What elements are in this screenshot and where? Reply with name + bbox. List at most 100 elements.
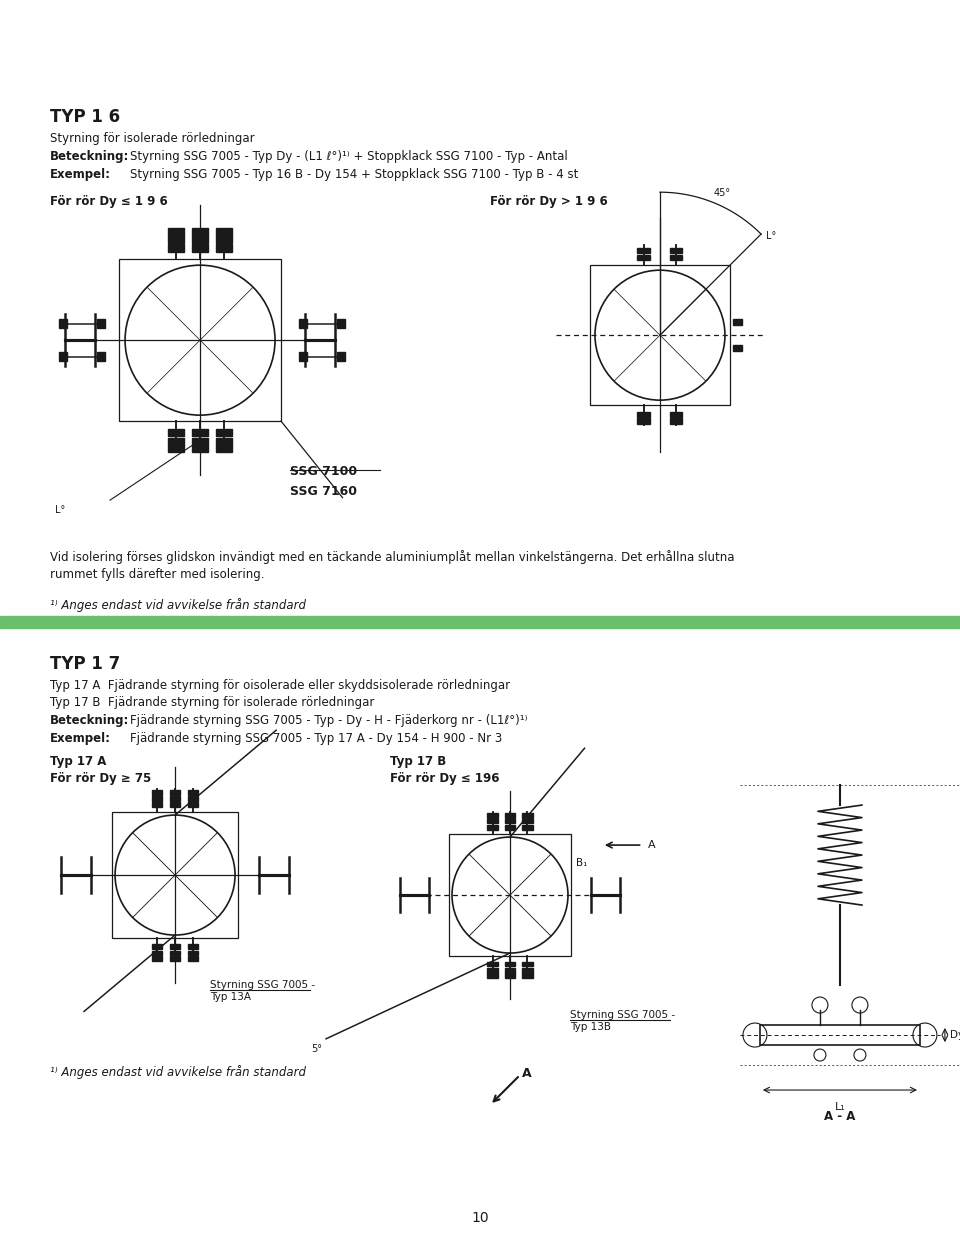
Bar (152, 956, 162, 961)
Text: L₁: L₁ (834, 1102, 846, 1112)
Bar (168, 244, 184, 252)
Bar (97, 319, 105, 329)
Text: För rör Dy > 1 9 6: För rör Dy > 1 9 6 (490, 195, 608, 208)
Text: För rör Dy ≤ 1 9 6: För rör Dy ≤ 1 9 6 (50, 195, 168, 208)
Text: Styrning SSG 7005 - Typ Dy - (L1 ℓ°)¹⁾ + Stoppklack SSG 7100 - Typ - Antal: Styrning SSG 7005 - Typ Dy - (L1 ℓ°)¹⁾ +… (130, 150, 567, 164)
Bar (522, 818, 533, 823)
Bar (299, 319, 307, 329)
Bar (152, 796, 162, 801)
Text: Fjädrande styrning SSG 7005 - Typ - Dy - H - Fjäderkorg nr - (L1ℓ°)¹⁾: Fjädrande styrning SSG 7005 - Typ - Dy -… (130, 714, 528, 727)
Text: Exempel:: Exempel: (50, 732, 111, 745)
Bar (187, 790, 199, 795)
Text: Exempel:: Exempel: (50, 169, 111, 181)
Text: För rör Dy ≥ 75: För rör Dy ≥ 75 (50, 773, 152, 785)
Bar (170, 802, 180, 807)
Bar (192, 438, 208, 445)
Text: Styrning SSG 7005 -
Typ 13B: Styrning SSG 7005 - Typ 13B (570, 1011, 675, 1032)
Text: ¹⁾ Anges endast vid avvikelse från standard: ¹⁾ Anges endast vid avvikelse från stand… (50, 1065, 306, 1079)
Bar (170, 796, 180, 801)
Bar (216, 244, 232, 252)
Bar (112, 812, 238, 937)
Bar (670, 254, 683, 260)
Bar (216, 228, 232, 236)
Bar (505, 973, 516, 978)
Bar (337, 352, 345, 361)
Bar (505, 968, 516, 972)
Bar (299, 352, 307, 361)
Bar (192, 244, 208, 252)
Text: RÖRUPPHÄNGNINGSDON: RÖRUPPHÄNGNINGSDON (21, 11, 410, 40)
Bar (488, 962, 498, 966)
Bar (168, 429, 184, 435)
Text: Styrning SSG 7005 - Typ 16 B - Dy 154 + Stoppklack SSG 7100 - Typ B - 4 st: Styrning SSG 7005 - Typ 16 B - Dy 154 + … (130, 169, 579, 181)
Bar (170, 944, 180, 949)
Bar (637, 254, 650, 260)
Text: SSG STANDARD: SSG STANDARD (576, 19, 697, 32)
Bar (522, 968, 533, 972)
Bar (760, 1025, 920, 1045)
Text: Styrning för isolerade rörledningar: Styrning för isolerade rörledningar (50, 133, 254, 145)
Text: Styrning SSG 7005 -
Typ 13A: Styrning SSG 7005 - Typ 13A (210, 980, 315, 1002)
Text: Beteckning:: Beteckning: (50, 150, 130, 164)
Bar (589, 265, 731, 405)
Bar (152, 951, 162, 956)
Text: TYP 1 6: TYP 1 6 (50, 108, 120, 126)
Bar (670, 418, 683, 424)
Text: Vid isolering förses glidskon invändigt med en täckande aluminiumplåt mellan vin: Vid isolering förses glidskon invändigt … (50, 551, 734, 564)
Text: Fjädrande styrning SSG 7005 - Typ 17 A - Dy 154 - H 900 - Nr 3: Fjädrande styrning SSG 7005 - Typ 17 A -… (130, 732, 502, 745)
Text: Dy: Dy (949, 1030, 960, 1040)
Bar (187, 944, 199, 949)
Bar (60, 319, 67, 329)
Bar (187, 956, 199, 961)
Bar (216, 236, 232, 243)
Bar (152, 790, 162, 795)
Text: L°: L° (766, 231, 777, 241)
Bar (337, 319, 345, 329)
Bar (168, 236, 184, 243)
Text: Typ 17 B: Typ 17 B (390, 755, 446, 768)
Text: För rör Dy ≤ 196: För rör Dy ≤ 196 (390, 773, 499, 785)
Bar (0, 616, 960, 629)
Text: SSG 7100: SSG 7100 (290, 465, 357, 479)
Bar (449, 835, 571, 956)
Bar (637, 248, 650, 253)
Bar (60, 352, 67, 361)
Bar (119, 259, 281, 422)
Bar (187, 802, 199, 807)
Bar (488, 973, 498, 978)
Bar (168, 438, 184, 445)
Bar (488, 813, 498, 818)
Bar (488, 968, 498, 972)
Bar (488, 818, 498, 823)
Text: SSG 7160: SSG 7160 (290, 485, 357, 498)
Bar (505, 818, 516, 823)
Bar (505, 825, 516, 830)
Bar (505, 962, 516, 966)
Bar (192, 429, 208, 435)
Bar (187, 951, 199, 956)
Text: L°: L° (55, 505, 65, 515)
Text: 45°: 45° (714, 187, 731, 198)
Text: Beteckning:: Beteckning: (50, 714, 130, 727)
Bar (216, 429, 232, 435)
Text: Typ 17 B  Fjädrande styrning för isolerade rörledningar: Typ 17 B Fjädrande styrning för isolerad… (50, 696, 374, 709)
Text: TYP 1 7: TYP 1 7 (50, 655, 120, 673)
Text: B₁: B₁ (576, 858, 588, 868)
Bar (192, 236, 208, 243)
Text: Typ 17 A: Typ 17 A (50, 755, 107, 768)
Bar (522, 825, 533, 830)
Text: A: A (522, 1066, 532, 1080)
Text: A - A: A - A (825, 1110, 855, 1123)
Bar (170, 951, 180, 956)
Text: ¹⁾ Anges endast vid avvikelse från standard: ¹⁾ Anges endast vid avvikelse från stand… (50, 598, 306, 613)
Text: Typ 17 A  Fjädrande styrning för oisolerade eller skyddsisolerade rörledningar: Typ 17 A Fjädrande styrning för oisolera… (50, 680, 510, 692)
Bar (488, 825, 498, 830)
Bar (152, 802, 162, 807)
Bar (670, 412, 683, 417)
Text: 10: 10 (471, 1211, 489, 1225)
Bar (505, 813, 516, 818)
Bar (216, 445, 232, 453)
Bar (733, 345, 742, 351)
Bar (152, 944, 162, 949)
Bar (168, 228, 184, 236)
